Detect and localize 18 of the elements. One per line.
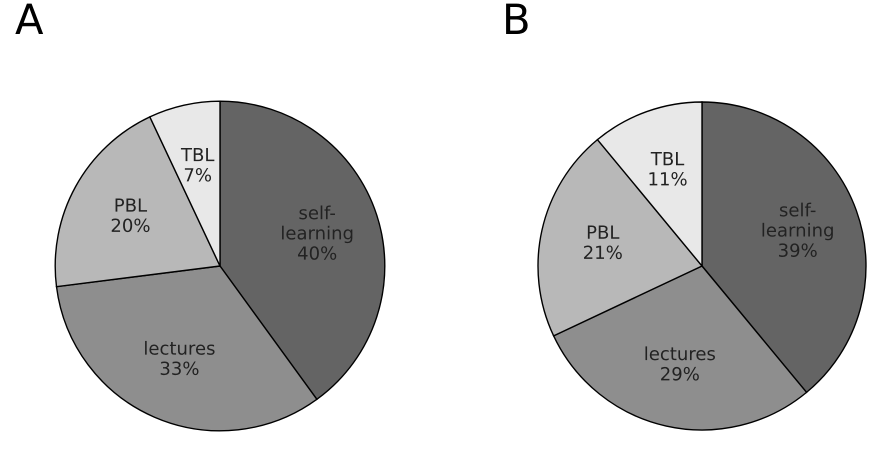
data-label: 29% (661, 366, 699, 381)
slice-label: PBL (588, 226, 620, 239)
slice-label: TBL (180, 148, 214, 162)
slice-label: self- learning (282, 205, 352, 244)
slice-label: TBL (650, 152, 684, 166)
chart-title: B (506, 4, 528, 34)
data-label: 33% (160, 361, 198, 376)
chart-title: A (15, 4, 44, 34)
slice-label: lectures (645, 346, 715, 360)
slice-label: PBL (116, 198, 148, 212)
data-label: 40% (298, 246, 336, 260)
data-label: 7% (184, 168, 212, 182)
data-label: 39% (778, 243, 817, 258)
data-label: 11% (649, 172, 687, 186)
data-label: 20% (112, 218, 150, 232)
slice-label: self- learning (762, 202, 833, 240)
slice-label: lectures (145, 340, 215, 355)
data-label: 21% (584, 246, 622, 260)
